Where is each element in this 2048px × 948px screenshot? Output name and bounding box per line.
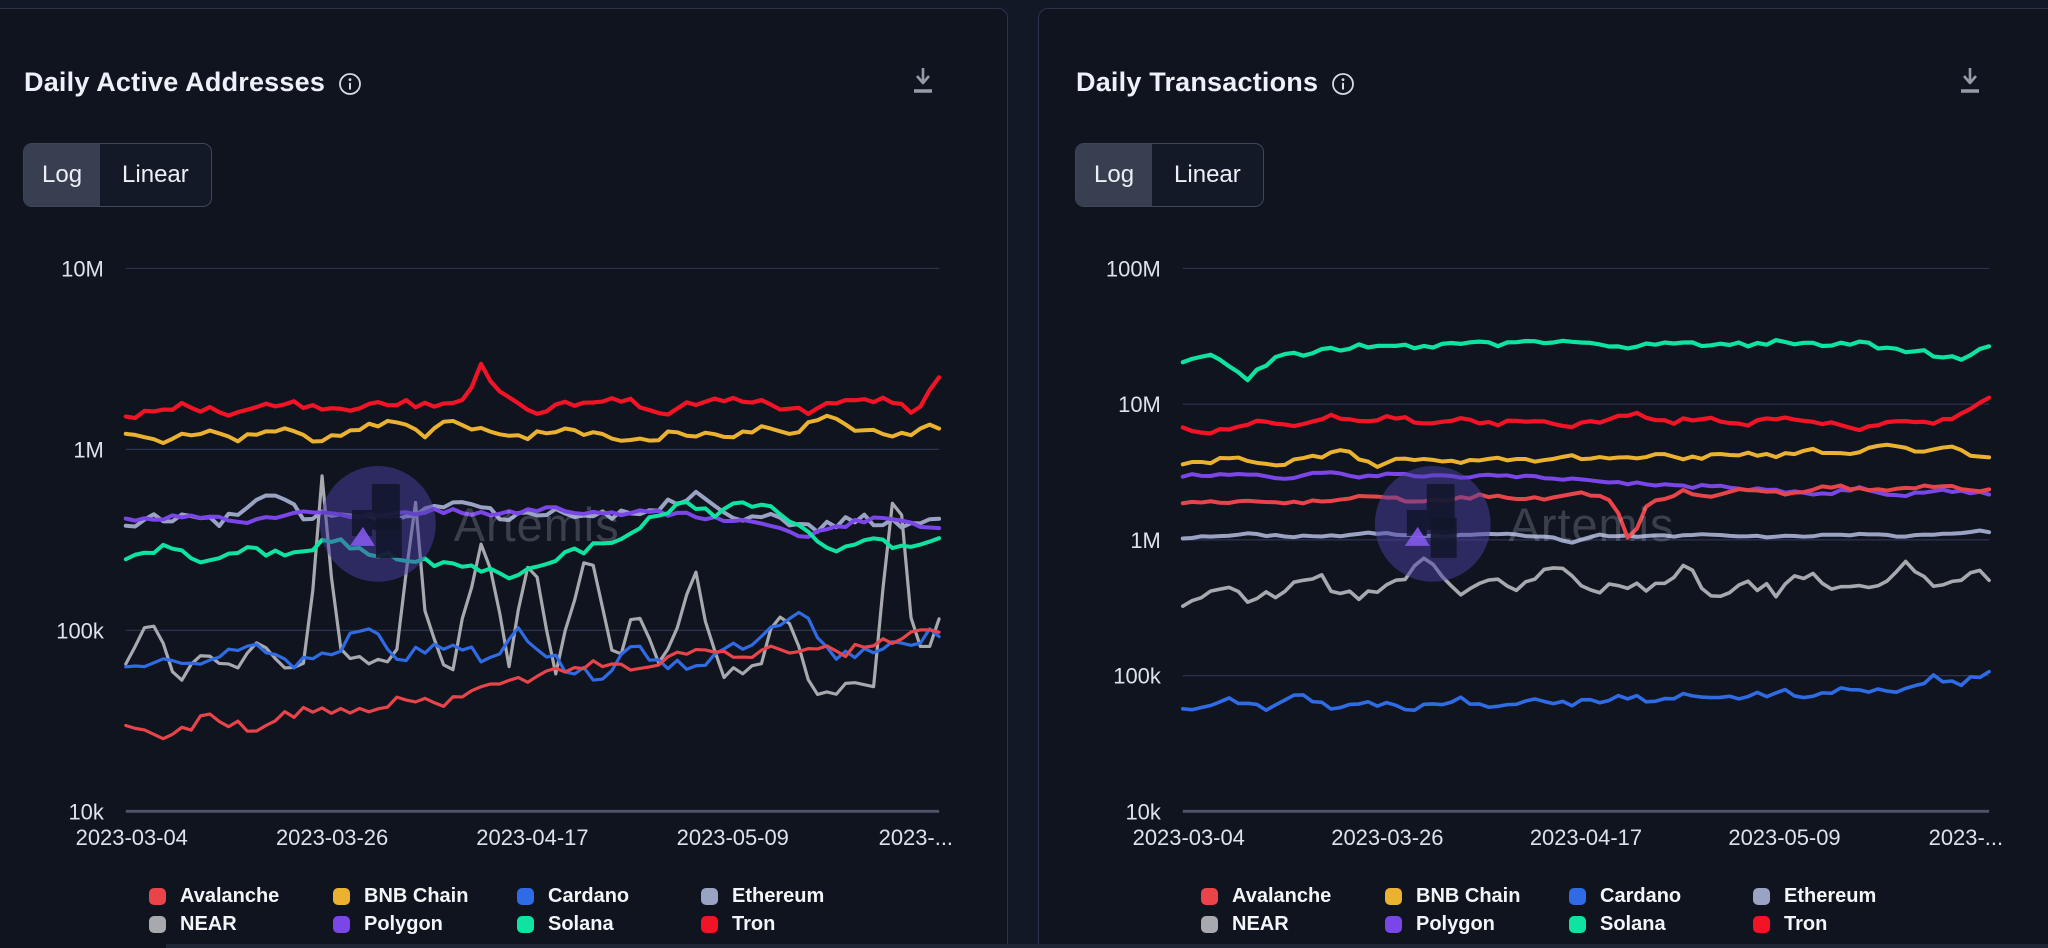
legend-item-ethereum[interactable]: Ethereum [701,882,885,910]
x-axis-tick-label: 2023-... [879,825,953,850]
legend-item-solana[interactable]: Solana [1569,910,1753,938]
legend-label: Solana [548,913,614,936]
legend-item-near[interactable]: NEAR [1201,910,1385,938]
linear-toggle-button[interactable]: Linear [1152,144,1263,206]
y-axis-tick-label: 100k [56,618,104,643]
legend-label: NEAR [1232,913,1289,936]
legend-item-solana[interactable]: Solana [517,910,701,938]
legend-label: Cardano [1600,885,1681,908]
next-row-divider [166,944,2048,948]
info-icon[interactable] [338,72,362,96]
legend-label: Polygon [1416,913,1495,936]
legend-label: Avalanche [180,885,279,908]
legend-swatch [1201,888,1218,905]
x-axis-tick-label: 2023-04-17 [476,825,588,850]
panel-header: Daily Transactions [1076,67,1355,98]
daily-transactions-panel: Daily Transactions Log Linear 100M 10M 1M 1… [1038,8,2048,948]
linear-toggle-button[interactable]: Linear [100,144,211,206]
legend-swatch [517,916,534,933]
series-line-solana [1183,340,1989,380]
legend-label: Ethereum [1784,885,1876,908]
legend-label: Cardano [548,885,629,908]
x-axis-tick-label: 2023-05-09 [1728,825,1840,850]
x-axis-tick-label: 2023-03-04 [1133,825,1245,850]
chart-legend: Avalanche BNB Chain Cardano Ethereum NEAR Pol… [149,882,885,938]
legend-item-polygon[interactable]: Polygon [1385,910,1569,938]
legend-item-ethereum[interactable]: Ethereum [1753,882,1937,910]
chart-legend: Avalanche BNB Chain Cardano Ethereum NEAR Pol… [1201,882,1937,938]
legend-swatch [1569,916,1586,933]
legend-label: BNB Chain [364,885,468,908]
legend-swatch [1753,916,1770,933]
legend-swatch [149,888,166,905]
watermark-text: Artemis [454,499,620,551]
legend-swatch [1201,916,1218,933]
daily-active-addresses-panel: Daily Active Addresses Log Linear 10M 1M 1… [0,8,1008,948]
legend-item-tron[interactable]: Tron [701,910,885,938]
download-icon[interactable] [909,65,937,99]
series-line-bnb [126,416,939,443]
series-lines [126,364,939,739]
y-axis-tick-label: 1M [73,437,103,462]
legend-swatch [701,916,718,933]
watermark-text: Artemis [1509,499,1675,551]
legend-swatch [1569,888,1586,905]
scale-toggle: Log Linear [23,143,212,207]
series-line-tron [126,364,939,418]
series-line-near [1183,558,1989,606]
y-axis-tick-label: 100M [1106,256,1161,281]
scale-toggle: Log Linear [1075,143,1264,207]
legend-item-avalanche[interactable]: Avalanche [1201,882,1385,910]
legend-label: Avalanche [1232,885,1331,908]
crypto-dashboard: Daily Active Addresses Log Linear 10M 1M 1… [0,0,2048,948]
legend-swatch [517,888,534,905]
chart-title: Daily Active Addresses [24,67,325,98]
legend-swatch [1753,888,1770,905]
legend-label: Tron [1784,913,1827,936]
legend-label: Tron [732,913,775,936]
x-axis-tick-label: 2023-03-26 [1331,825,1443,850]
download-icon[interactable] [1956,65,1984,99]
log-toggle-button[interactable]: Log [1076,144,1152,206]
y-axis-tick-label: 10M [61,256,104,281]
legend-swatch [333,916,350,933]
legend-item-avalanche[interactable]: Avalanche [149,882,333,910]
series-line-cardano [126,612,939,680]
series-line-cardano [1183,672,1989,711]
legend-item-near[interactable]: NEAR [149,910,333,938]
y-axis-tick-label: 1M [1130,528,1160,553]
legend-label: Polygon [364,913,443,936]
y-axis-tick-label: 10k [68,799,103,824]
legend-swatch [1385,916,1402,933]
series-line-bnb [1183,445,1989,467]
legend-swatch [149,916,166,933]
x-axis-tick-label: 2023-05-09 [677,825,789,850]
series-line-tron [1183,398,1989,434]
legend-label: Ethereum [732,885,824,908]
x-axis-tick-label: 2023-03-26 [276,825,388,850]
legend-item-polygon[interactable]: Polygon [333,910,517,938]
info-icon[interactable] [1331,72,1355,96]
legend-swatch [701,888,718,905]
legend-label: Solana [1600,913,1666,936]
legend-item-bnb-chain[interactable]: BNB Chain [1385,882,1569,910]
legend-item-cardano[interactable]: Cardano [517,882,701,910]
log-toggle-button[interactable]: Log [24,144,100,206]
y-axis-tick-label: 10M [1118,392,1161,417]
panel-header: Daily Active Addresses [24,67,362,98]
legend-swatch [1385,888,1402,905]
legend-label: NEAR [180,913,237,936]
x-axis-tick-label: 2023-04-17 [1530,825,1642,850]
chart-title: Daily Transactions [1076,67,1318,98]
y-axis-tick-label: 100k [1113,664,1161,689]
y-axis-tick-label: 10k [1125,799,1160,824]
legend-swatch [333,888,350,905]
legend-item-bnb-chain[interactable]: BNB Chain [333,882,517,910]
legend-item-cardano[interactable]: Cardano [1569,882,1753,910]
x-axis-tick-label: 2023-... [1929,825,2003,850]
legend-label: BNB Chain [1416,885,1520,908]
x-axis-tick-label: 2023-03-04 [76,825,188,850]
legend-item-tron[interactable]: Tron [1753,910,1937,938]
